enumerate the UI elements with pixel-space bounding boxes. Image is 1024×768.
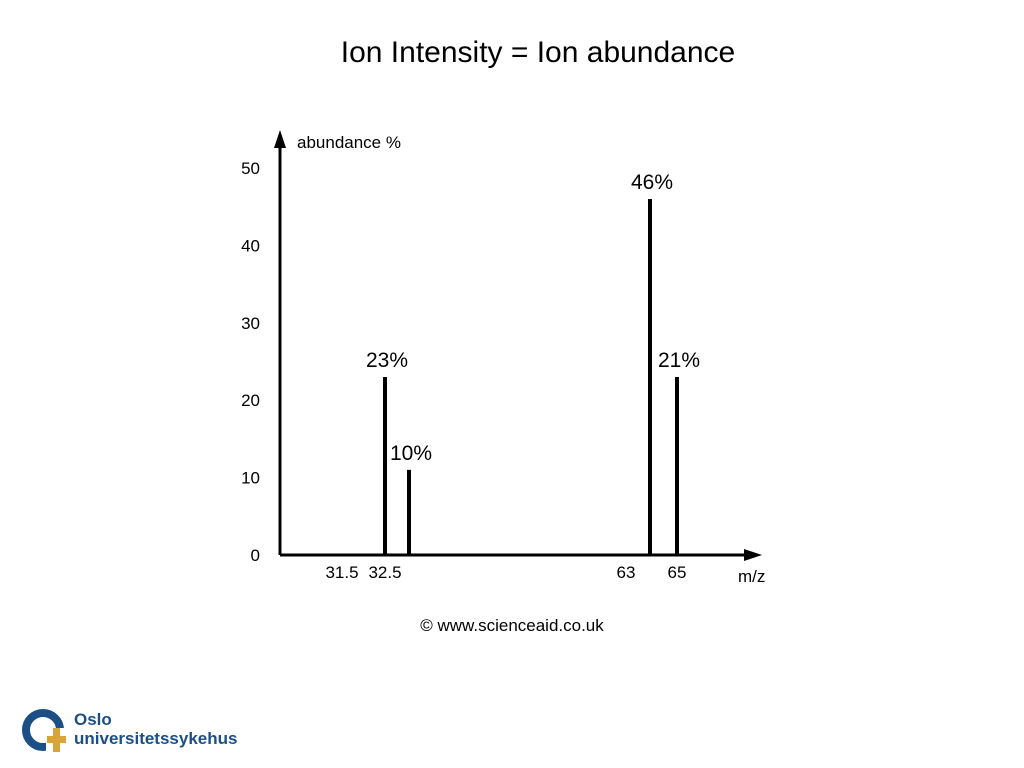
x-tick-label: 63: [617, 563, 636, 582]
peaks: 23% 10% 46% 21%: [366, 171, 700, 555]
x-tick-label: 32.5: [368, 563, 401, 582]
y-tick-label: 40: [241, 236, 260, 255]
y-ticks: 0 10 20 30 40 50: [241, 159, 260, 565]
peak-label: 21%: [658, 349, 700, 372]
x-axis-arrow: [744, 549, 762, 561]
peak-label: 23%: [366, 349, 408, 372]
y-tick-label: 50: [241, 159, 260, 178]
y-tick-label: 0: [251, 546, 260, 565]
x-ticks: 31.5 32.5 63 65: [325, 563, 686, 582]
x-tick-label: 65: [668, 563, 687, 582]
logo-line1: Oslo: [74, 710, 112, 729]
slide-title: Ion Intensity = Ion abundance: [340, 36, 736, 69]
logo-mark-icon: [22, 709, 68, 754]
logo: Oslo universitetssykehus: [22, 708, 282, 756]
x-tick-label: 31.5: [325, 563, 358, 582]
y-tick-label: 10: [241, 469, 260, 488]
peak-label: 10%: [390, 442, 432, 465]
y-tick-label: 30: [241, 314, 260, 333]
logo-text: Oslo universitetssykehus: [74, 710, 237, 748]
y-tick-label: 20: [241, 391, 260, 410]
credit: © www.scienceaid.co.uk: [420, 616, 604, 635]
logo-line2: universitetssykehus: [74, 729, 238, 748]
peak-label: 46%: [631, 171, 673, 194]
y-axis-arrow: [274, 130, 286, 148]
y-axis-label: abundance %: [297, 133, 401, 152]
x-axis-label: m/z: [738, 567, 765, 586]
